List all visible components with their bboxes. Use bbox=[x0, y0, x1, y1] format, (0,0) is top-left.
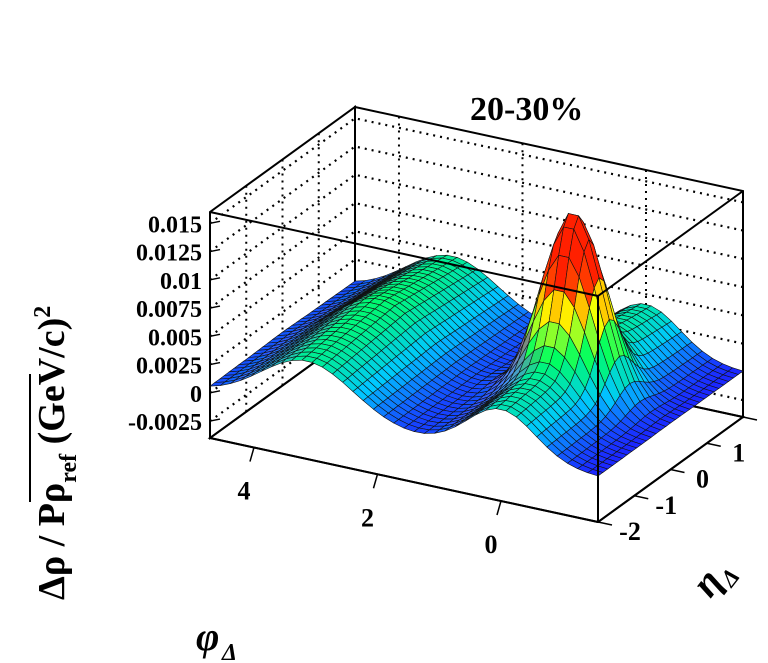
phi-tick bbox=[249, 447, 255, 462]
eta-tick-label: 1 bbox=[732, 438, 745, 467]
z-tick-label: 0 bbox=[190, 382, 202, 408]
phi-tick-label: 0 bbox=[484, 530, 497, 559]
surface-mesh bbox=[209, 212, 744, 477]
frame-front-edges bbox=[209, 190, 744, 523]
z-tick-label: 0.0125 bbox=[136, 241, 202, 267]
frame-edge bbox=[209, 437, 599, 523]
z-tick bbox=[209, 418, 221, 422]
z-tick-label: 0.0025 bbox=[136, 354, 202, 380]
eta-tick-label: -2 bbox=[619, 517, 641, 546]
z-tick-label: -0.0025 bbox=[128, 410, 202, 436]
phi-tick-label: 4 bbox=[237, 477, 250, 506]
z-gridline bbox=[209, 173, 744, 281]
frame-edge bbox=[597, 190, 744, 297]
x-axis-label: φ Δ bbox=[196, 614, 237, 663]
svg-text:Δρ / Pρref (GeV/c)2: Δρ / Pρref (GeV/c)2 bbox=[30, 306, 82, 600]
chart-title: 20-30% bbox=[470, 91, 583, 128]
z-tick bbox=[209, 220, 221, 225]
phi-tick bbox=[496, 500, 502, 516]
eta-tick bbox=[597, 521, 613, 526]
eta-tick bbox=[670, 468, 685, 474]
eta-tick bbox=[634, 495, 649, 500]
eta-tick bbox=[706, 442, 721, 447]
phi-tick bbox=[372, 474, 379, 489]
eta-tick-label: 0 bbox=[696, 465, 709, 494]
surface-cell bbox=[587, 468, 604, 477]
z-axis-label: Δρ / Pρref (GeV/c)2 bbox=[29, 306, 82, 600]
z-gridline bbox=[209, 145, 744, 253]
y-axis-label: ηΔ bbox=[682, 548, 746, 609]
z-tick bbox=[209, 305, 221, 309]
svg-text:φ: φ bbox=[196, 614, 219, 659]
eta-tick-label: -1 bbox=[655, 491, 677, 520]
phi-tick-label: 2 bbox=[361, 503, 374, 532]
z-tick bbox=[209, 390, 221, 394]
z-tick-label: 0.0075 bbox=[136, 297, 202, 323]
z-tick-label: 0.015 bbox=[148, 212, 202, 238]
axis-ticks: 0.0150.01250.010.00750.0050.00250-0.0025… bbox=[128, 212, 758, 559]
z-tick bbox=[209, 361, 221, 366]
svg-text:Δ: Δ bbox=[221, 640, 237, 663]
z-tick-label: 0.005 bbox=[148, 325, 202, 351]
z-tick bbox=[209, 277, 221, 281]
svg-text:ηΔ: ηΔ bbox=[682, 548, 746, 609]
z-tick bbox=[209, 248, 221, 253]
z-tick bbox=[209, 333, 221, 338]
frame-edge bbox=[209, 211, 599, 297]
eta-tick bbox=[742, 416, 758, 421]
z-tick-label: 0.01 bbox=[160, 269, 202, 295]
